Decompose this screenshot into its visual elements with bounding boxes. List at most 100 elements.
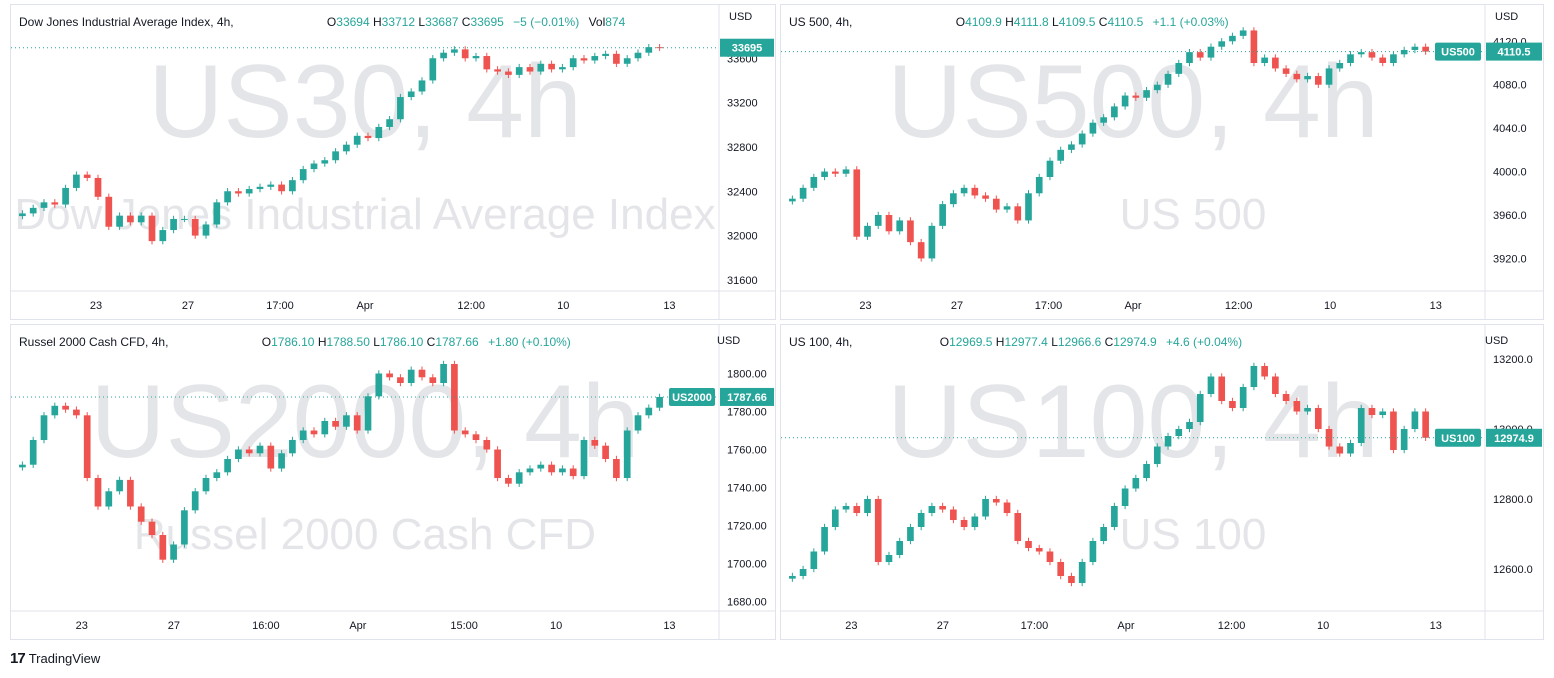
- candle-body: [1014, 513, 1022, 541]
- x-tick-label: 13: [663, 300, 675, 312]
- candle-body: [548, 464, 555, 473]
- candle-body: [1207, 46, 1215, 58]
- watermark-symbol: US100, 4h: [887, 364, 1378, 480]
- candle-body: [289, 440, 296, 454]
- candle-body: [40, 415, 48, 440]
- candle-body: [799, 187, 807, 199]
- candle-body: [332, 421, 339, 427]
- candle-body: [278, 184, 285, 192]
- candle-body: [40, 202, 48, 208]
- candle-body: [494, 69, 501, 72]
- candle-body: [874, 499, 882, 562]
- last-price-tag: [1486, 428, 1542, 447]
- candle-body: [1411, 411, 1419, 429]
- y-tick-label: 1800.00: [727, 369, 767, 381]
- candle-body: [1336, 446, 1344, 454]
- candle-body: [429, 58, 437, 81]
- candle-body: [1153, 84, 1161, 91]
- candle-body: [982, 499, 989, 517]
- candle-body: [386, 119, 393, 127]
- chart-legend-us30: Dow Jones Industrial Average Index, 4h, …: [19, 15, 626, 29]
- candle-body: [1357, 52, 1365, 55]
- candle-body: [1218, 376, 1226, 401]
- candle-body: [1422, 411, 1429, 438]
- candle-body: [505, 478, 512, 484]
- candle-body: [1390, 54, 1397, 63]
- x-tick-label: 16:00: [252, 620, 280, 632]
- candle-body: [821, 527, 828, 552]
- candle-body: [559, 468, 566, 473]
- candle-body: [170, 544, 177, 560]
- candle-body: [1261, 366, 1268, 377]
- candle-body: [191, 491, 199, 511]
- last-price-label: 1787.66: [727, 392, 767, 404]
- chart-legend-us100: US 100, 4h, O12969.5 H12977.4 L12966.6 C…: [789, 335, 1243, 349]
- candle-body: [19, 464, 26, 468]
- candle-body: [170, 218, 177, 231]
- candle-body: [1186, 422, 1193, 429]
- candle-body: [1304, 408, 1311, 412]
- candle-body: [1400, 49, 1408, 55]
- candle-body: [548, 63, 555, 70]
- candle-body: [1121, 95, 1129, 107]
- chart-title: US 500, 4h,: [789, 15, 853, 29]
- low-value: 1786.10: [379, 335, 424, 349]
- candle-body: [591, 440, 599, 446]
- candle-body: [864, 499, 871, 513]
- candle-body: [494, 449, 501, 478]
- candle-body: [1282, 394, 1290, 401]
- candle-body: [181, 218, 188, 220]
- chart-panel-us2000[interactable]: US2000, 4h Russel 2000 Cash CFD 1680.00 170…: [10, 324, 776, 640]
- candle-body: [1003, 206, 1011, 210]
- candle-body: [1153, 446, 1161, 464]
- close-value: 4110.5: [1107, 15, 1144, 29]
- candle-body: [1272, 376, 1279, 394]
- candle-body: [1014, 206, 1022, 221]
- x-tick-label: 10: [1324, 300, 1336, 312]
- candle-body: [127, 479, 134, 507]
- x-tick-label: 12:00: [457, 300, 485, 312]
- currency-label: USD: [1485, 335, 1509, 347]
- candle-body: [537, 63, 545, 72]
- candle-body: [267, 445, 275, 469]
- candle-body: [386, 373, 393, 378]
- candle-body: [213, 202, 221, 225]
- candle-body: [950, 193, 957, 205]
- candle-body: [1282, 68, 1290, 74]
- candle-body: [332, 151, 339, 161]
- candle-body: [343, 144, 350, 152]
- candle-body: [928, 506, 936, 513]
- candle-body: [159, 230, 167, 242]
- symbol-tag-label: US2000: [672, 392, 712, 404]
- chart-panel-us30[interactable]: US30, 4h Dow Jones Industrial Average Ind…: [10, 4, 776, 320]
- candle-body: [602, 53, 609, 57]
- candle-body: [580, 58, 588, 61]
- candle-body: [1314, 408, 1322, 429]
- candle-body: [1111, 106, 1118, 118]
- chart-canvas-us30[interactable]: US30, 4h Dow Jones Industrial Average Ind…: [11, 5, 775, 319]
- symbol-tag-label: US500: [1441, 47, 1475, 59]
- candle-body: [1379, 57, 1387, 63]
- candle-body: [451, 364, 458, 431]
- chart-panel-us500[interactable]: US500, 4h US 500 3920.0 3960.0 4000.0 4040.0 4…: [780, 4, 1544, 320]
- y-tick-label: 12600.0: [1493, 564, 1533, 576]
- chart-canvas-us500[interactable]: US500, 4h US 500 3920.0 3960.0 4000.0 4040.0 4…: [781, 5, 1543, 319]
- volume-label: Vol: [588, 15, 606, 29]
- candle-body: [907, 220, 914, 243]
- candle-body: [1078, 562, 1086, 583]
- candle-body: [569, 58, 577, 68]
- tradingview-branding[interactable]: 17 TradingView: [10, 650, 100, 667]
- candle-body: [1272, 57, 1279, 69]
- x-tick-label: 10: [1317, 620, 1329, 632]
- candle-body: [235, 191, 242, 194]
- last-price-label: 33695: [732, 43, 763, 55]
- close-value: 1787.66: [435, 335, 479, 349]
- candle-body: [299, 169, 307, 181]
- candle-body: [1100, 527, 1107, 541]
- candle-body: [1132, 95, 1140, 98]
- candle-body: [1078, 133, 1086, 145]
- candle-body: [429, 377, 437, 383]
